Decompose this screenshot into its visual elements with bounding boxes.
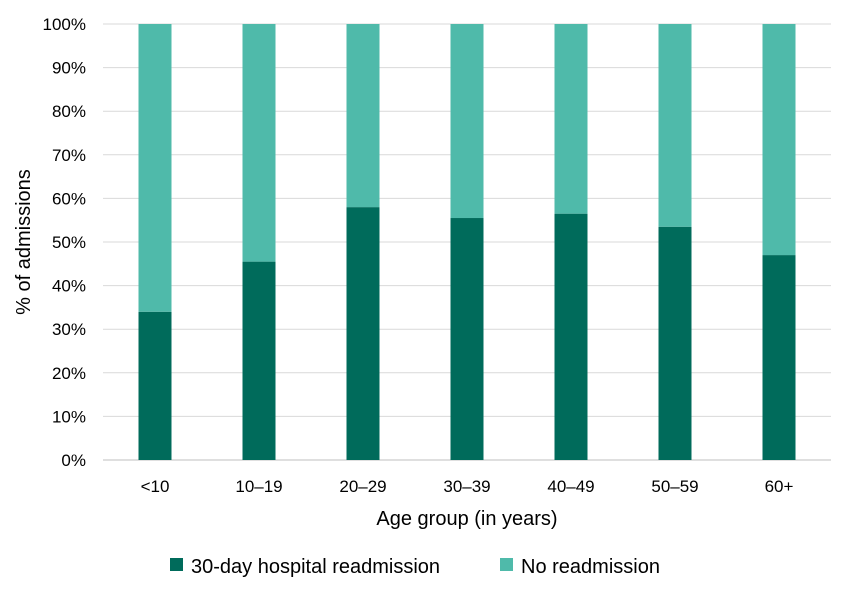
x-tick-label: 60+ xyxy=(765,477,794,496)
legend-label: 30-day hospital readmission xyxy=(191,556,440,578)
bar-readmission xyxy=(242,261,276,460)
bar-readmission xyxy=(138,311,172,460)
bar-no-readmission xyxy=(450,24,484,219)
y-tick-label: 50% xyxy=(52,233,86,252)
bar-readmission xyxy=(554,213,588,460)
x-tick-label: 50–59 xyxy=(651,477,698,496)
bar-readmission xyxy=(450,218,484,460)
legend-label: No readmission xyxy=(521,556,660,578)
x-axis: <10 10–19 20–29 30–39 40–49 50–59 60+ xyxy=(141,477,794,496)
bar-readmission xyxy=(346,207,380,460)
x-tick-label: 30–39 xyxy=(443,477,490,496)
bar-no-readmission xyxy=(242,24,276,262)
y-axis-title: % of admissions xyxy=(13,169,35,315)
bar-no-readmission xyxy=(762,24,796,256)
x-tick-label: 10–19 xyxy=(235,477,282,496)
x-tick-label: 40–49 xyxy=(547,477,594,496)
bar-no-readmission xyxy=(554,24,588,214)
y-tick-label: 70% xyxy=(52,146,86,165)
y-tick-label: 90% xyxy=(52,59,86,78)
x-axis-title: Age group (in years) xyxy=(376,508,557,530)
legend-swatch xyxy=(170,558,183,571)
bar-readmission xyxy=(658,226,692,460)
y-tick-label: 0% xyxy=(61,451,86,470)
x-tick-label: 20–29 xyxy=(339,477,386,496)
legend-swatch xyxy=(500,558,513,571)
bars xyxy=(138,24,796,460)
legend: 30-day hospital readmission No readmissio… xyxy=(170,556,660,578)
y-tick-label: 20% xyxy=(52,364,86,383)
bar-no-readmission xyxy=(346,24,380,208)
y-tick-label: 80% xyxy=(52,102,86,121)
x-tick-label: <10 xyxy=(141,477,170,496)
y-tick-label: 10% xyxy=(52,407,86,426)
bar-no-readmission xyxy=(658,24,692,227)
bar-readmission xyxy=(762,255,796,460)
y-tick-label: 100% xyxy=(43,15,86,34)
bar-no-readmission xyxy=(138,24,172,312)
y-tick-label: 40% xyxy=(52,277,86,296)
y-axis: 0% 10% 20% 30% 40% 50% 60% 70% 80% 90% 100% xyxy=(43,15,86,470)
y-tick-label: 30% xyxy=(52,320,86,339)
y-tick-label: 60% xyxy=(52,189,86,208)
